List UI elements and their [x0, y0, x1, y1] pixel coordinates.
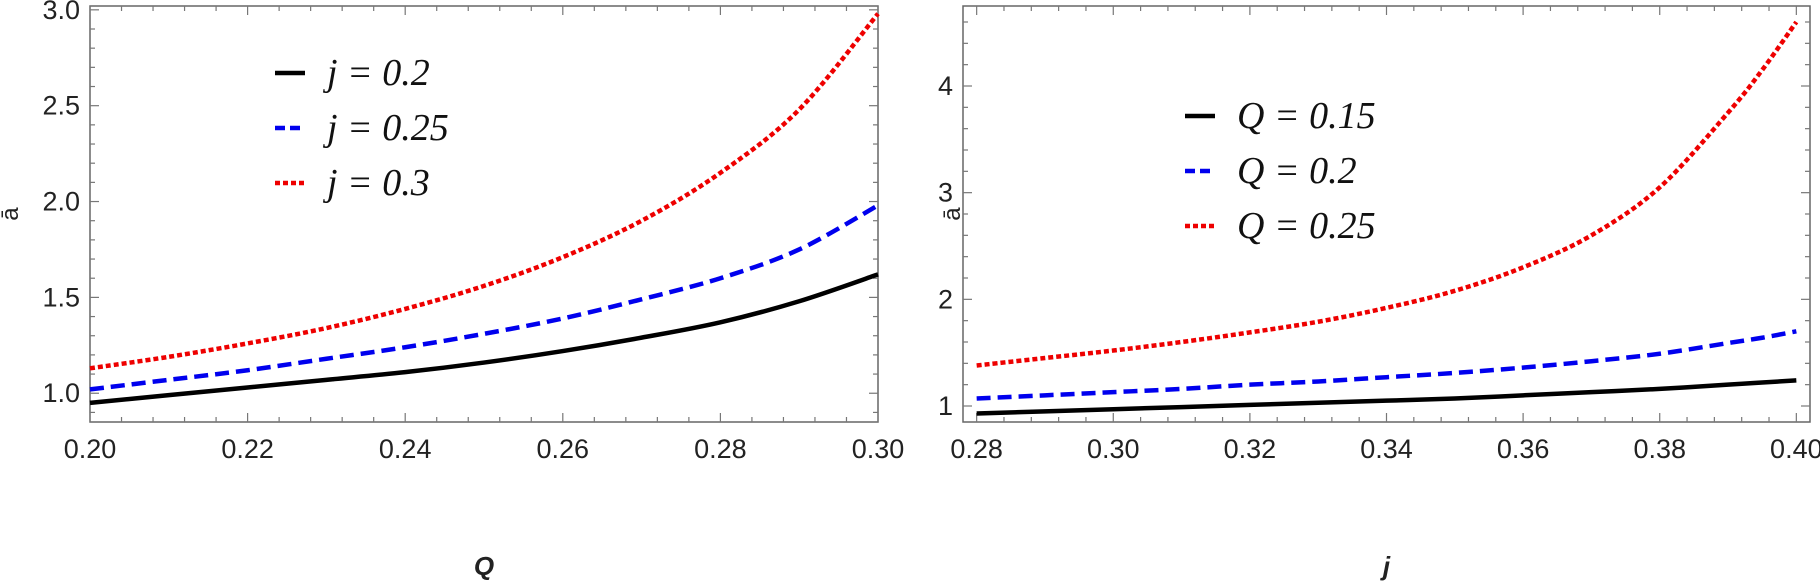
y-tick-label: 3 [938, 178, 953, 208]
series-line-2 [976, 329, 1797, 401]
plot-frame [89, 5, 879, 423]
x-axis-title: j [1380, 551, 1391, 581]
x-axis-title: Q [474, 551, 494, 581]
series-line-3 [976, 20, 1799, 368]
x-tick-label: 0.26 [537, 434, 590, 464]
y-tick-label: 1.0 [42, 378, 80, 408]
y-tick-label: 3.0 [42, 0, 80, 25]
x-tick-label: 0.28 [950, 434, 1003, 464]
x-tick-label: 0.30 [852, 434, 905, 464]
x-tick-label: 0.38 [1633, 434, 1686, 464]
x-tick-label: 0.22 [221, 434, 274, 464]
legend-label-2: j = 0.25 [322, 107, 449, 149]
y-tick-label: 2.0 [42, 187, 80, 217]
series-line-1 [976, 378, 1797, 416]
y-tick-label: 4 [938, 71, 953, 101]
x-tick-label: 0.24 [379, 434, 432, 464]
y-axis-title: ā [939, 207, 966, 221]
plot-frame [962, 5, 1811, 423]
legend-label-1: Q = 0.15 [1237, 95, 1376, 137]
legend-label-2: Q = 0.2 [1237, 150, 1357, 192]
series-line-1 [89, 272, 879, 406]
y-tick-label: 1 [938, 391, 953, 421]
x-tick-label: 0.28 [694, 434, 747, 464]
legend-label-3: j = 0.3 [322, 162, 430, 204]
x-tick-label: 0.30 [1087, 434, 1140, 464]
x-tick-label: 0.34 [1360, 434, 1413, 464]
chart-panel-2: 0.28 0.30 0.32 0.34 0.36 0.38 0.40 1 2 3 4 j ā Q = 0.… [938, 5, 1820, 581]
legend-label-1: j = 0.2 [322, 52, 430, 94]
legend-label-3: Q = 0.25 [1237, 205, 1376, 247]
y-tick-label: 1.5 [42, 282, 80, 312]
x-tick-label: 0.40 [1770, 434, 1820, 464]
x-tick-label: 0.20 [64, 434, 117, 464]
series-line-2 [89, 203, 880, 392]
series-line-3 [89, 12, 880, 371]
chart-panel-1: 0.20 0.22 0.24 0.26 0.28 0.30 1.0 1.5 2.0 2.5 3.0 Q… [0, 0, 904, 581]
y-axis-title: ā [0, 207, 24, 221]
y-tick-label: 2 [938, 284, 953, 314]
x-tick-label: 0.36 [1497, 434, 1550, 464]
y-tick-label: 2.5 [42, 91, 80, 121]
x-tick-label: 0.32 [1224, 434, 1277, 464]
